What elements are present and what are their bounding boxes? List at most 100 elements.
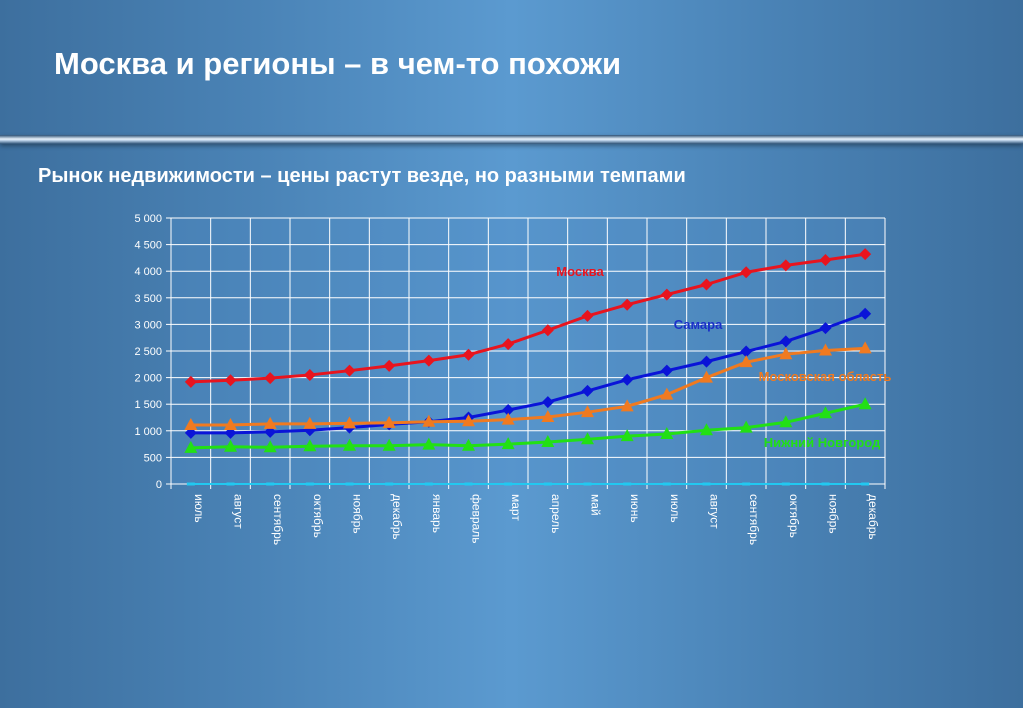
data-point: [781, 482, 790, 486]
data-point: [581, 405, 594, 418]
data-point: [660, 387, 674, 400]
data-point: [779, 259, 792, 272]
series-line: [190, 252, 866, 384]
data-point: [382, 415, 396, 428]
data-point: [264, 372, 277, 385]
x-tick-label: январь: [430, 494, 444, 533]
x-tick-label: сентябрь: [271, 494, 285, 545]
data-point: [623, 482, 632, 486]
data-point: [382, 438, 396, 451]
data-point: [739, 420, 753, 433]
data-point: [224, 374, 237, 387]
series-label: Москва: [556, 264, 604, 279]
data-point: [779, 347, 793, 360]
data-point: [502, 404, 515, 417]
data-point: [702, 482, 711, 486]
data-point: [464, 482, 473, 486]
data-point: [303, 416, 317, 429]
data-point: [226, 482, 235, 486]
grid: [170, 217, 886, 485]
data-point: [541, 409, 555, 422]
data-point: [858, 341, 872, 354]
data-point: [385, 482, 394, 486]
x-tick-label: июль: [192, 494, 206, 523]
x-tick-label: октябрь: [311, 494, 325, 538]
y-tick-label: 500: [144, 452, 162, 464]
y-tick-label: 4 500: [134, 240, 162, 252]
data-point: [224, 417, 237, 430]
data-point: [263, 416, 277, 429]
data-point: [581, 432, 594, 445]
data-point: [660, 364, 673, 377]
data-point: [621, 298, 634, 311]
data-point: [303, 368, 316, 381]
data-point: [861, 482, 870, 486]
slide-title: Москва и регионы – в чем-то похожи: [54, 46, 622, 81]
data-point: [819, 406, 832, 419]
data-point: [424, 482, 433, 486]
data-point: [303, 439, 317, 452]
series-3: [184, 397, 872, 453]
data-point: [700, 278, 713, 291]
data-point: [184, 440, 198, 453]
data-point: [662, 482, 671, 486]
x-tick-label: март: [509, 494, 523, 521]
data-point: [821, 482, 830, 486]
data-point: [739, 355, 753, 368]
data-point: [581, 309, 594, 322]
y-tick-label: 0: [156, 479, 162, 491]
series-label: Нижний Новгород: [764, 435, 881, 450]
data-point: [819, 343, 832, 356]
x-tick-label: октябрь: [787, 494, 801, 538]
x-tick-label: февраль: [470, 494, 484, 544]
data-point: [621, 373, 634, 386]
data-point: [343, 416, 356, 429]
data-point: [345, 482, 354, 486]
y-tick-label: 3 000: [134, 319, 162, 331]
x-tick-label: август: [708, 494, 722, 529]
data-point: [620, 399, 634, 412]
data-point: [186, 482, 195, 486]
series-0: [184, 248, 872, 388]
data-point: [504, 482, 513, 486]
slide-subtitle: Рынок недвижимости – цены растут везде, …: [38, 165, 686, 187]
data-point: [343, 364, 356, 377]
data-point: [700, 423, 713, 436]
series-4: [186, 482, 870, 486]
data-point: [583, 482, 592, 486]
series-line: [190, 402, 866, 450]
data-point: [819, 322, 832, 335]
data-point: [184, 417, 198, 430]
data-point: [462, 348, 475, 361]
data-point: [740, 345, 753, 358]
data-point: [462, 438, 475, 451]
data-point: [660, 288, 673, 301]
x-tick-label: сентябрь: [747, 494, 761, 545]
data-point: [859, 307, 872, 320]
x-tick-label: декабрь: [866, 494, 880, 540]
data-point: [541, 434, 555, 447]
data-point: [184, 375, 197, 388]
x-tick-label: ноябрь: [351, 494, 365, 534]
data-point: [501, 437, 515, 450]
data-point: [859, 248, 872, 261]
data-point: [224, 439, 237, 452]
data-point: [541, 324, 554, 337]
data-point: [422, 437, 436, 450]
data-point: [422, 354, 435, 367]
data-point: [620, 429, 634, 442]
data-point: [779, 415, 793, 428]
x-tick-label: май: [589, 494, 603, 516]
data-point: [779, 335, 792, 348]
series-label: Самара: [674, 317, 723, 332]
data-point: [263, 440, 277, 453]
data-point: [541, 396, 554, 409]
data-point: [700, 370, 713, 383]
y-tick-label: 2 000: [134, 373, 162, 385]
series-line: [190, 346, 866, 427]
series-label: Московская область: [759, 369, 892, 384]
x-tick-label: июль: [668, 494, 682, 523]
x-tick-label: июнь: [628, 494, 642, 523]
y-tick-label: 1 500: [134, 399, 162, 411]
